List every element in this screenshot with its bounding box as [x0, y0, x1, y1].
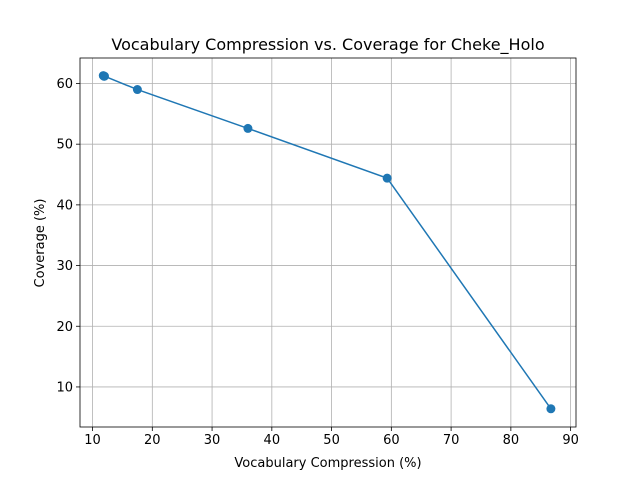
data-series	[98, 71, 556, 414]
data-point	[132, 85, 142, 95]
y-tick-label: 50	[56, 138, 73, 153]
x-tick-label: 30	[204, 433, 221, 448]
data-point	[546, 404, 556, 414]
y-tick-label: 10	[56, 380, 73, 395]
y-tick-label: 60	[56, 77, 73, 92]
x-axis-label: Vocabulary Compression (%)	[234, 456, 421, 471]
data-point	[382, 173, 392, 183]
x-tick-label: 10	[84, 433, 101, 448]
plot-frame	[79, 57, 577, 428]
chart-title: Vocabulary Compression vs. Coverage for …	[111, 35, 544, 55]
y-tick-label: 20	[56, 320, 73, 335]
data-point	[243, 123, 253, 133]
x-tick-label: 20	[144, 433, 161, 448]
x-tick-label: 90	[562, 433, 579, 448]
x-tick-label: 40	[264, 433, 281, 448]
plot-area	[80, 58, 576, 427]
x-axis-ticks: 10 20 30 40 50 60 70 80 90	[84, 427, 579, 448]
y-tick-label: 40	[56, 198, 73, 213]
x-tick-label: 70	[443, 433, 460, 448]
grid-lines	[80, 58, 576, 427]
y-axis-label: Coverage (%)	[33, 199, 48, 288]
x-tick-label: 60	[383, 433, 400, 448]
data-point	[100, 71, 110, 81]
y-axis-ticks: 10 20 30 40 50 60	[56, 77, 80, 395]
x-tick-label: 50	[323, 433, 340, 448]
x-tick-label: 80	[503, 433, 520, 448]
y-tick-label: 30	[56, 259, 73, 274]
